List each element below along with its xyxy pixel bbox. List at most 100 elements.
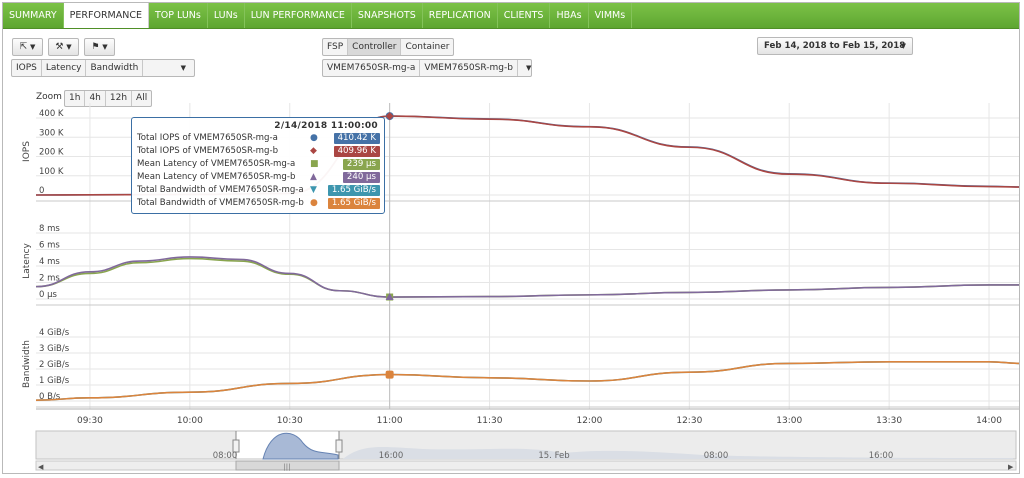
navigator-handle[interactable]	[335, 439, 343, 453]
tooltip-series-label: Mean Latency of VMEM7650SR-mg-a	[137, 159, 296, 169]
zoom-12h[interactable]: 12h	[106, 91, 133, 106]
tooltip-value: 1.65 GiB/s	[327, 198, 380, 209]
y-tick-label: 0	[39, 186, 44, 196]
x-tick-label: 11:00	[377, 416, 403, 426]
navigator-label: 16:00	[379, 451, 404, 461]
zoom-all[interactable]: All	[136, 93, 148, 103]
x-tick-label: 13:30	[876, 416, 902, 426]
flag-button[interactable]: ⚑ ▼	[84, 38, 115, 56]
series-marker-point	[385, 293, 394, 301]
y-tick-label: 0 µs	[39, 290, 58, 300]
series-marker-icon: ▼	[310, 185, 317, 195]
navigator-mask	[339, 431, 1016, 459]
tooltip-row: Total Bandwidth of VMEM7650SR-mg-b ● 1.65 …	[132, 197, 384, 210]
zoom-4h[interactable]: 4h	[85, 91, 106, 106]
chevron-down-icon: ▼	[900, 42, 906, 50]
y-axis-label: Latency	[22, 243, 32, 279]
y-axis-label: Bandwidth	[22, 340, 32, 388]
navigator-mask	[36, 431, 236, 459]
metric-selector: IOPS Latency Bandwidth ▼	[11, 59, 195, 77]
y-tick-label: 100 K	[39, 167, 64, 177]
series-marker-point	[385, 112, 394, 121]
scroll-left-icon: ◀	[38, 463, 44, 471]
controller-a[interactable]: VMEM7650SR-mg-a	[323, 60, 421, 76]
export-button[interactable]: ⇱ ▼	[12, 38, 43, 56]
zoom-label: Zoom	[36, 92, 62, 102]
scroll-right-icon: ▶	[1008, 463, 1014, 471]
tooltip-series-label: Total IOPS of VMEM7650SR-mg-a	[137, 133, 278, 143]
tab-bar: SUMMARY PERFORMANCE TOP LUNs LUNs LUN PERFOR…	[3, 3, 1019, 29]
metric-dropdown[interactable]: ▼	[143, 60, 194, 76]
y-tick-label: 1 GiB/s	[39, 376, 70, 386]
navigator-handle[interactable]	[232, 439, 240, 453]
export-icon: ⇱	[19, 42, 28, 52]
date-range-select[interactable]: Feb 14, 2018 to Feb 15, 2018 ▼	[757, 37, 913, 55]
x-tick-label: 13:00	[776, 416, 802, 426]
series-line	[35, 256, 1019, 298]
zoom-1h[interactable]: 1h	[65, 91, 86, 106]
tab-clients[interactable]: CLIENTS	[498, 3, 551, 28]
tooltip-value: 239 µs	[342, 159, 380, 170]
navigator-series	[343, 447, 1013, 459]
metric-iops[interactable]: IOPS	[12, 60, 42, 76]
tab-lun-performance[interactable]: LUN PERFORMANCE	[245, 3, 352, 28]
x-tick-label: 12:00	[576, 416, 602, 426]
view-mode-container[interactable]: Container	[405, 42, 450, 52]
tooltip-row: Total IOPS of VMEM7650SR-mg-b ◆ 409.96 K	[132, 145, 384, 158]
tab-snapshots[interactable]: SNAPSHOTS	[352, 3, 423, 28]
series-line	[35, 360, 1019, 401]
tab-hbas[interactable]: HBAs	[550, 3, 589, 28]
wrench-icon: ⚒	[55, 42, 64, 52]
series-marker-icon: ▲	[310, 172, 317, 182]
series-marker-icon: ■	[310, 159, 319, 169]
flag-icon: ⚑	[91, 42, 100, 52]
tab-summary[interactable]: SUMMARY	[3, 3, 64, 28]
y-tick-label: 6 ms	[39, 241, 60, 251]
scrollbar-thumb[interactable]	[235, 460, 340, 471]
performance-chart[interactable]: 09:30 10:00 10:30 11:00 11:30 12:00 12:30 13:00…	[3, 3, 1020, 474]
grip-icon: |||	[283, 463, 290, 471]
tooltip-row: Total IOPS of VMEM7650SR-mg-a ● 410.42 K	[132, 132, 384, 145]
controller-dropdown[interactable]: ▼	[518, 60, 539, 76]
tools-button[interactable]: ⚒ ▼	[48, 38, 79, 56]
x-tick-label: 10:00	[177, 416, 203, 426]
metric-latency[interactable]: Latency	[42, 60, 87, 76]
tooltip-row: Total Bandwidth of VMEM7650SR-mg-a ▼ 1.65 …	[132, 184, 384, 197]
y-tick-label: 400 K	[39, 109, 64, 119]
view-mode-fsp[interactable]: FSP	[323, 39, 349, 55]
controller-b[interactable]: VMEM7650SR-mg-b	[420, 60, 518, 76]
tab-replication[interactable]: REPLICATION	[423, 3, 498, 28]
tab-vimms[interactable]: VIMMs	[589, 3, 633, 28]
tooltip-row: Mean Latency of VMEM7650SR-mg-a ■ 239 µs	[132, 158, 384, 171]
series-marker-point	[385, 370, 394, 379]
view-mode-controller[interactable]: Controller	[348, 39, 402, 55]
metric-bandwidth[interactable]: Bandwidth	[86, 60, 144, 76]
series-marker-icon: ●	[310, 198, 318, 208]
tooltip-value: 410.42 K	[333, 133, 380, 144]
y-axis-label: IOPS	[22, 141, 32, 162]
view-mode-selector: FSP Controller Container	[322, 38, 455, 56]
tab-top-luns[interactable]: TOP LUNs	[149, 3, 208, 28]
x-tick-label: 12:30	[676, 416, 702, 426]
navigator-label: 08:00	[704, 451, 729, 461]
scrollbar-track[interactable]	[35, 460, 1017, 471]
y-tick-label: 2 ms	[39, 274, 60, 284]
x-tick-label: 14:00	[976, 416, 1002, 426]
tooltip-series-label: Total Bandwidth of VMEM7650SR-mg-b	[137, 198, 304, 208]
tab-performance[interactable]: PERFORMANCE	[63, 3, 149, 28]
y-tick-label: 4 ms	[39, 257, 60, 267]
x-tick-label: 11:30	[477, 416, 503, 426]
tooltip-value: 240 µs	[342, 172, 380, 183]
controller-selector: VMEM7650SR-mg-a VMEM7650SR-mg-b ▼	[322, 59, 532, 77]
navigator-series	[262, 432, 339, 460]
y-tick-label: 0 B/s	[39, 392, 61, 402]
y-tick-label: 4 GiB/s	[39, 328, 70, 338]
navigator-label: 16:00	[869, 451, 894, 461]
series-marker-icon: ◆	[310, 146, 317, 156]
tab-luns[interactable]: LUNs	[208, 3, 245, 28]
date-range-value: Feb 14, 2018 to Feb 15, 2018	[764, 41, 906, 51]
y-tick-label: 300 K	[39, 128, 64, 138]
chevron-down-icon: ▼	[66, 43, 72, 51]
zoom-buttons: 1h 4h 12h All	[64, 90, 153, 107]
tooltip-series-label: Total IOPS of VMEM7650SR-mg-b	[137, 146, 279, 156]
